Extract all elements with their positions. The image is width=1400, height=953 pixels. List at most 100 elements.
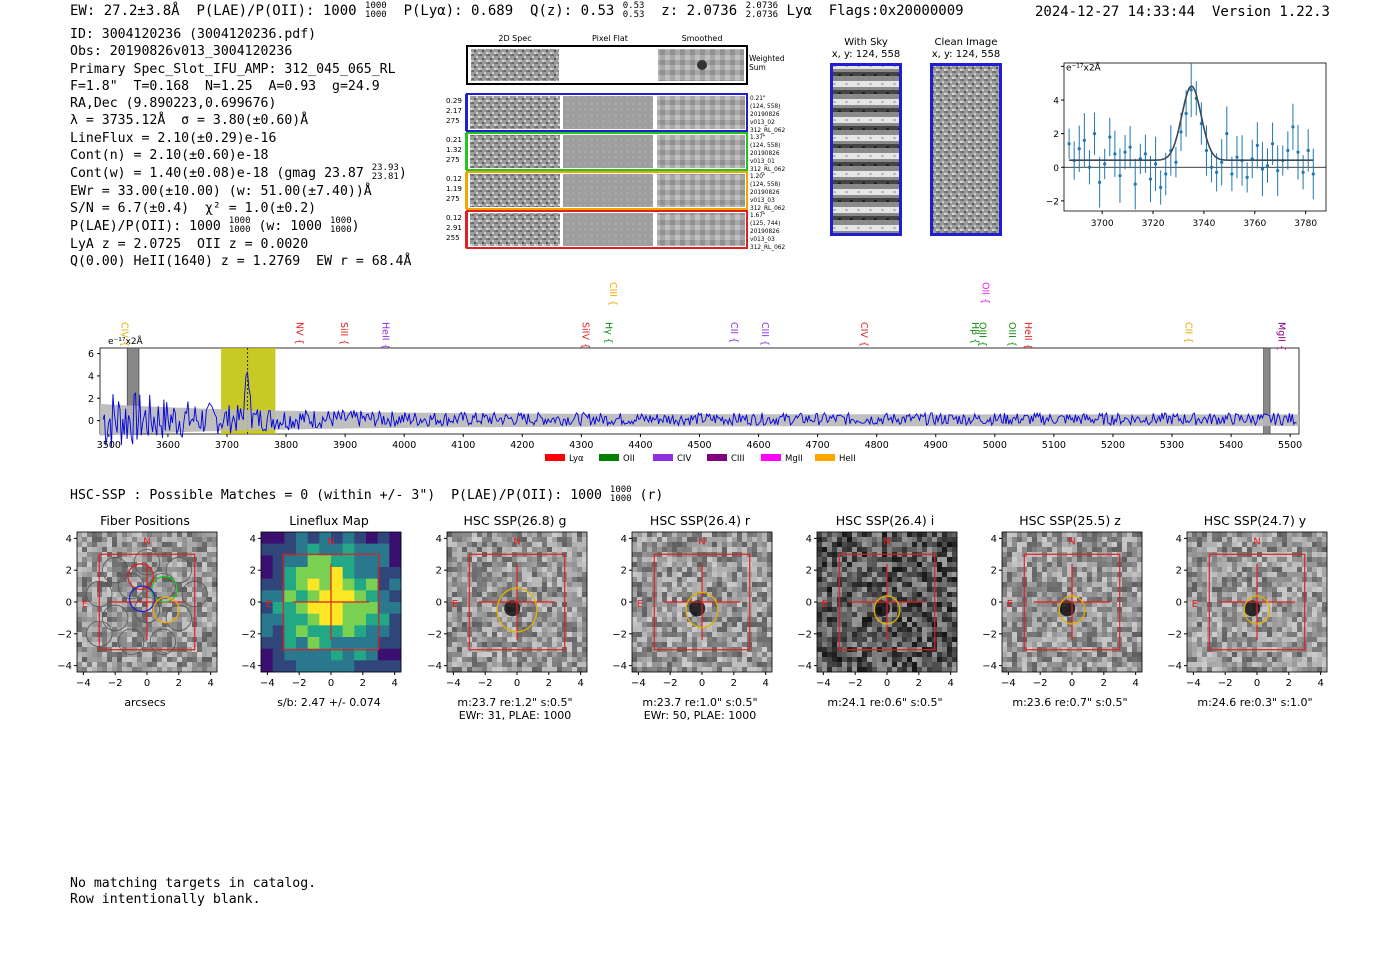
- hsc-pixel: [82, 602, 88, 608]
- hsc-pixel: [1267, 602, 1273, 608]
- hsc-pixel: [1037, 567, 1043, 573]
- hsc-pixel: [487, 652, 493, 658]
- hsc-pixel: [1307, 537, 1313, 543]
- spectrum-masked-right: [1263, 347, 1271, 435]
- hsc-pixel: [757, 587, 763, 593]
- hsc-pixel: [1317, 552, 1323, 558]
- hsc-pixel: [1062, 667, 1068, 673]
- hsc-pixel: [942, 592, 948, 598]
- hsc-pixel: [1027, 597, 1033, 603]
- hsc-pixel: [492, 657, 498, 663]
- hsc-pixel: [272, 660, 285, 673]
- zoom-data-point: [1291, 125, 1295, 129]
- hsc-pixel: [902, 577, 908, 583]
- hsc-pixel: [532, 537, 538, 543]
- hsc-pixel: [482, 592, 488, 598]
- hsc-pixel: [1257, 582, 1263, 588]
- hsc-pixel: [852, 622, 858, 628]
- hsc-pixel: [522, 667, 528, 673]
- hsc-pixel: [162, 592, 168, 598]
- hsc-pixel: [542, 582, 548, 588]
- hsc-pixel: [547, 657, 553, 663]
- hsc-pixel: [872, 572, 878, 578]
- hsc-pixel: [1192, 557, 1198, 563]
- hsc-aperture-box: [653, 553, 751, 651]
- hsc-pixel: [632, 542, 638, 548]
- hsc-pixel: [822, 627, 828, 633]
- hsc-pixel: [112, 562, 118, 568]
- hsc-pixel: [517, 632, 523, 638]
- hsc-pixel: [667, 542, 673, 548]
- hsc-pixel: [567, 537, 573, 543]
- hsc-pixel: [512, 662, 518, 668]
- hsc-pixel: [947, 537, 953, 543]
- hsc-pixel: [1087, 587, 1093, 593]
- hsc-pixel: [1257, 537, 1263, 543]
- hsc-pixel: [447, 627, 453, 633]
- hsc-pixel: [937, 562, 943, 568]
- hsc-pixel: [927, 652, 933, 658]
- hsc-pixel: [1187, 547, 1193, 553]
- hsc-pixel: [842, 587, 848, 593]
- spectrum-xtick-label: 5500: [1278, 440, 1302, 451]
- hsc-pixel: [702, 662, 708, 668]
- spectrum-line-label-text: CIV {: [118, 322, 129, 347]
- hsc-pixel: [187, 652, 193, 658]
- legend-swatch: [815, 454, 835, 461]
- hsc-pixel: [272, 532, 285, 544]
- hsc-pixel: [747, 542, 753, 548]
- hsc-pixel: [1102, 597, 1108, 603]
- hsc-pixel: [522, 642, 528, 648]
- hsc-pixel: [847, 567, 853, 573]
- hsc-pixel: [1202, 597, 1208, 603]
- hsc-pixel: [1037, 627, 1043, 633]
- hsc-pixel: [152, 632, 158, 638]
- hsc-pixel: [1322, 587, 1328, 593]
- hsc-pixel: [767, 617, 773, 623]
- hsc-pixel: [122, 542, 128, 548]
- hsc-pixel: [1247, 532, 1253, 538]
- hsc-pixel: [712, 632, 718, 638]
- hsc-pixel: [1227, 567, 1233, 573]
- hsc-pixel: [582, 637, 588, 643]
- hsc-pixel: [657, 537, 663, 543]
- hsc-pixel: [882, 657, 888, 663]
- hsc-pixel: [547, 532, 553, 538]
- hsc-pixel: [296, 602, 308, 614]
- hsc-pixel: [117, 667, 123, 673]
- hsc-pixel: [822, 562, 828, 568]
- hsc-pixel: [912, 597, 918, 603]
- hsc-pixel: [1297, 567, 1303, 573]
- hsc-pixel: [907, 632, 913, 638]
- hsc-pixel: [197, 577, 203, 583]
- hsc-ytick-label: −4: [241, 661, 256, 672]
- hsc-pixel: [132, 622, 138, 628]
- hsc-pixel: [1312, 552, 1318, 558]
- hsc-pixel: [87, 547, 93, 553]
- hsc-pixel: [952, 597, 958, 603]
- fiber-circle: [133, 596, 161, 624]
- spectrum-line-label: Hγ {: [603, 322, 614, 344]
- hsc-pixel: [1122, 602, 1128, 608]
- hsc-pixel: [1017, 562, 1023, 568]
- hsc-pixel: [1272, 557, 1278, 563]
- zoom-data-point: [1215, 170, 1219, 174]
- hsc-pixel: [667, 617, 673, 623]
- hsc-pixel: [667, 667, 673, 673]
- hsc-pixel: [732, 642, 738, 648]
- hsc-pixel: [582, 657, 588, 663]
- hsc-pixel: [452, 532, 458, 538]
- hsc-pixel: [1017, 642, 1023, 648]
- hsc-pixel: [1242, 577, 1248, 583]
- hsc-pixel: [947, 647, 953, 653]
- hsc-pixel: [712, 627, 718, 633]
- spectrum-line-label-text: OIII {: [1006, 322, 1017, 347]
- hsc-pixel: [197, 552, 203, 558]
- hsc-pixel: [682, 612, 688, 618]
- hsc-pixel: [1197, 582, 1203, 588]
- hsc-pixel: [137, 622, 143, 628]
- hsc-pixel: [1047, 577, 1053, 583]
- hsc-pixel: [672, 547, 678, 553]
